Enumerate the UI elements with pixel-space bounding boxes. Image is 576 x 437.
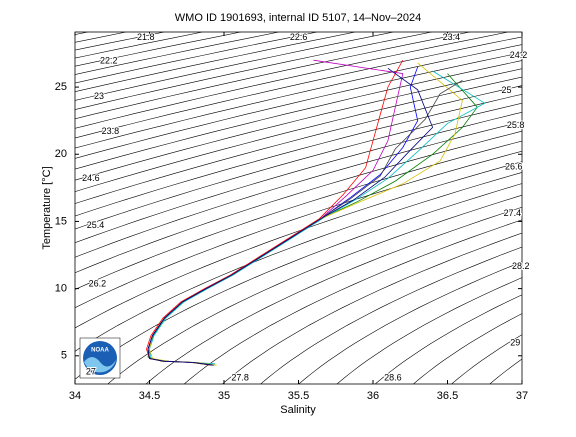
- x-tick-label: 35.5: [288, 390, 309, 402]
- contour-label: 26.6: [505, 161, 523, 171]
- isopycnal: [75, 76, 522, 192]
- y-tick-label: 15: [55, 215, 67, 227]
- isopycnal: [75, 140, 522, 290]
- x-tick-label: 35: [218, 390, 230, 402]
- y-tick-label: 25: [55, 81, 67, 93]
- contour-label: 24.2: [510, 50, 528, 60]
- x-axis-label: Salinity: [280, 404, 316, 416]
- isopycnal: [375, 294, 522, 384]
- isopycnal: [75, 36, 522, 139]
- isopycnal: [413, 313, 522, 384]
- isopycnal: [145, 206, 522, 384]
- contour-label: 28.2: [512, 261, 530, 271]
- isopycnal: [107, 194, 522, 384]
- logo-text: NOAA: [91, 348, 109, 354]
- x-tick-label: 34.5: [139, 390, 160, 402]
- isopycnal: [75, 150, 522, 309]
- contour-label: 27.8: [231, 373, 249, 383]
- isopycnal: [75, 85, 522, 204]
- isopycnal: [75, 32, 470, 120]
- isopycnal: [75, 183, 522, 380]
- contour-label: 28.6: [384, 373, 402, 383]
- isopycnal: [75, 32, 356, 92]
- isopycnal: [75, 68, 522, 181]
- contour-label: 27: [86, 367, 96, 377]
- isopycnal: [184, 219, 522, 384]
- isopycnal: [336, 277, 522, 384]
- isopycnal: [75, 130, 522, 274]
- isopycnal: [75, 32, 394, 101]
- contour-label: 25.4: [87, 220, 105, 230]
- x-tick-label: 36: [367, 390, 379, 402]
- isopycnal: [75, 102, 522, 230]
- isopycnal: [222, 232, 522, 384]
- y-tick-label: 5: [61, 350, 67, 362]
- isopycnal: [298, 261, 522, 384]
- contour-label: 25.8: [507, 120, 525, 130]
- y-tick-label: 20: [55, 148, 67, 160]
- x-tick-label: 34: [69, 390, 81, 402]
- isopycnal: [75, 121, 522, 258]
- y-tick-label: 10: [55, 283, 67, 295]
- contour-label: 21.8: [137, 32, 155, 42]
- contour-label: 23: [94, 91, 104, 101]
- contour-label: 26.2: [89, 279, 107, 289]
- contour-label: 22.2: [100, 56, 118, 66]
- isopycnal: [260, 246, 522, 384]
- isopycnal: [75, 60, 522, 170]
- contour-label: 24.6: [82, 173, 100, 183]
- isopycnal: [75, 52, 522, 159]
- y-axis-label: Temperature [°C]: [41, 166, 53, 249]
- isopycnal: [75, 44, 522, 149]
- profile-line: [147, 67, 434, 366]
- isopycnal: [75, 111, 522, 244]
- contour-label: 23.8: [102, 126, 120, 136]
- isopycnal: [75, 161, 522, 329]
- contour-layer: [75, 32, 522, 384]
- contour-label: 22.6: [290, 32, 308, 42]
- noaa-logo: NOAA: [79, 337, 121, 379]
- contour-label: 25: [502, 85, 512, 95]
- contour-label: 23.4: [443, 32, 461, 42]
- isopycnal: [75, 32, 432, 110]
- isopycnal: [75, 93, 522, 217]
- profile-layer: [146, 59, 486, 366]
- x-tick-label: 36.5: [437, 390, 458, 402]
- isopycnal: [75, 32, 509, 129]
- x-tick-label: 37: [516, 390, 528, 402]
- logo-wave: [84, 357, 116, 373]
- contour-label: 29: [510, 337, 520, 347]
- isopycnal: [75, 172, 522, 352]
- chart-title: WMO ID 1901693, internal ID 5107, 14–Nov…: [175, 12, 421, 24]
- contour-label: 27.4: [504, 208, 522, 218]
